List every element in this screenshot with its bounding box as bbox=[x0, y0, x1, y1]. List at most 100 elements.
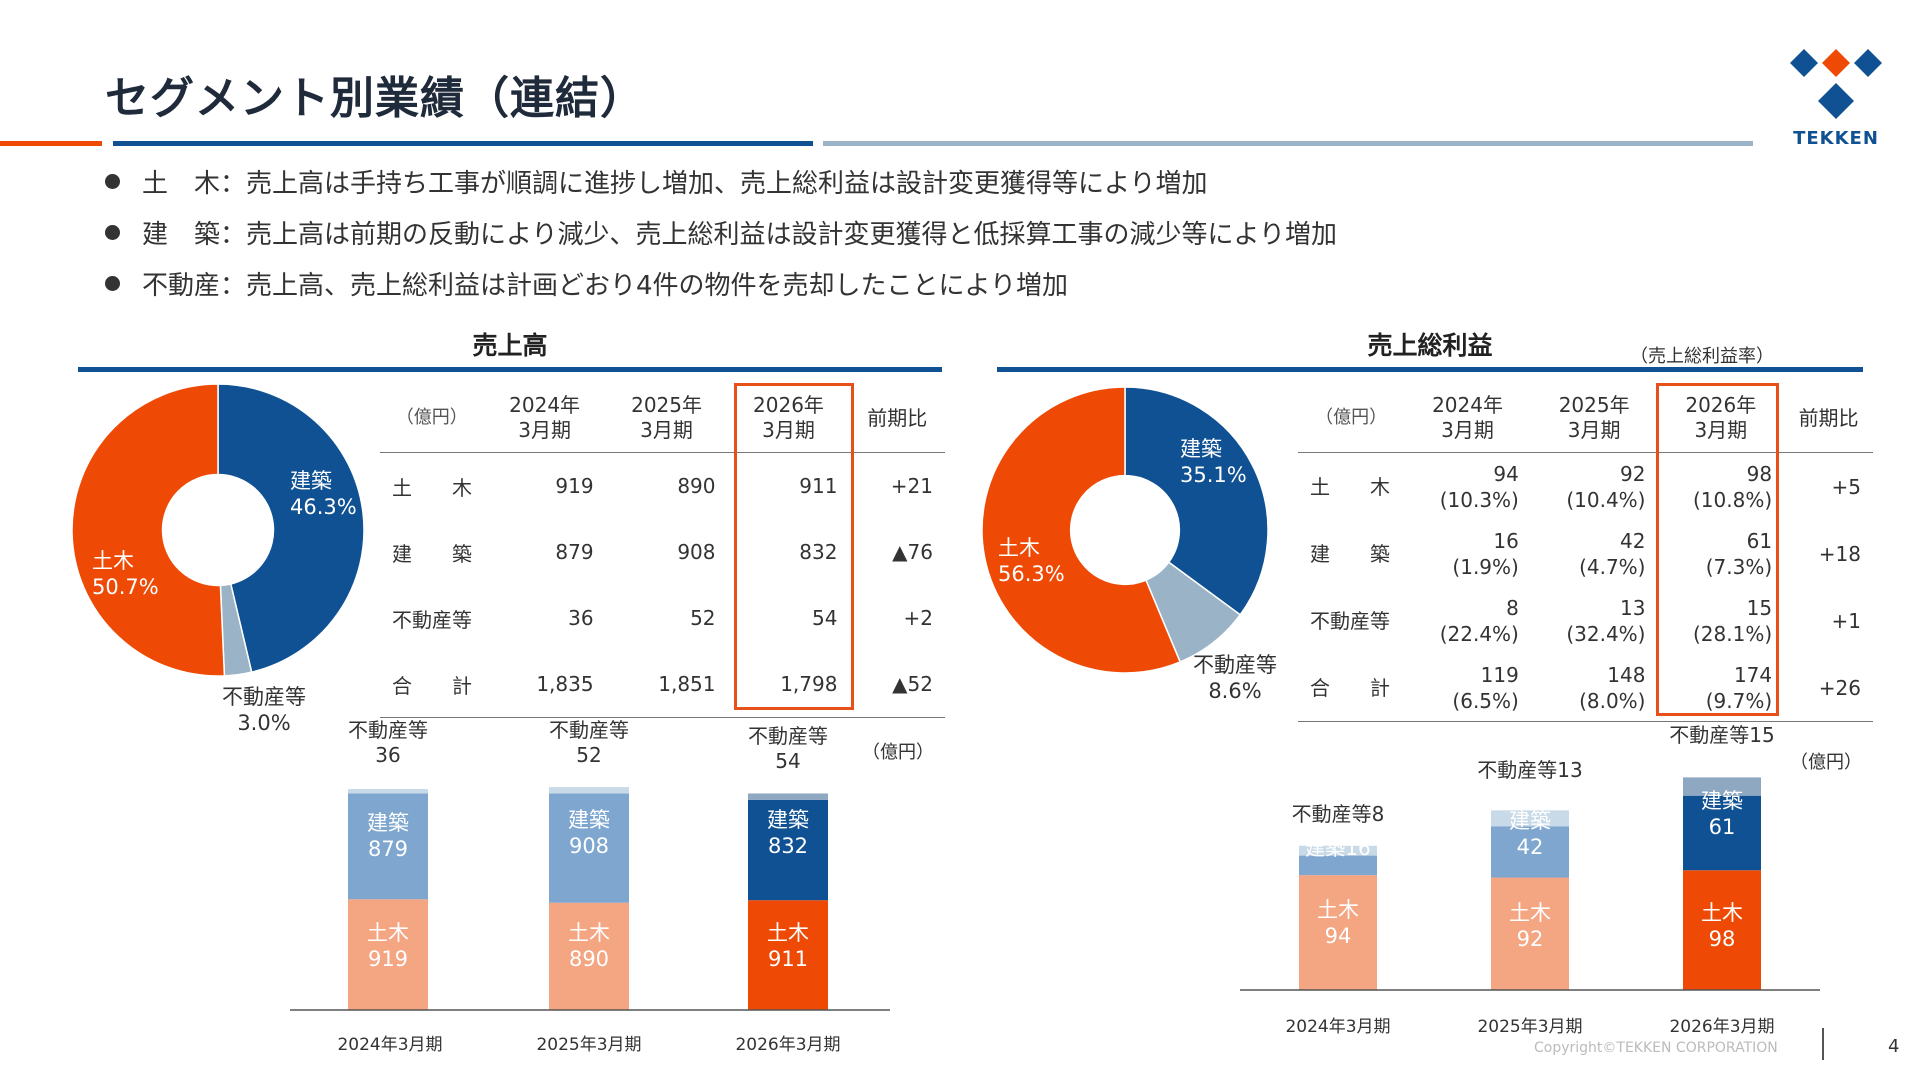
sales-donut-label-fudosan: 不動産等 3.0% bbox=[222, 685, 306, 736]
page-title: セグメント別業績（連結） bbox=[105, 73, 645, 124]
gross-highlight-2026 bbox=[1656, 383, 1779, 716]
header-bar-navy bbox=[113, 141, 813, 146]
gross-bar-0-seg-0 bbox=[1299, 875, 1377, 990]
row-label: 不動産等 bbox=[1310, 608, 1390, 633]
cell: 148 (8.0%) bbox=[1530, 654, 1658, 722]
sales-bar-seg-label: 土木 911 bbox=[767, 921, 809, 972]
cell: 911 bbox=[799, 474, 838, 498]
company-logo bbox=[1786, 45, 1886, 125]
sales-bar-0-seg-1 bbox=[348, 793, 428, 900]
gross-bar-1-seg-1 bbox=[1491, 826, 1569, 878]
cell: ▲52 bbox=[849, 651, 945, 718]
sales-bar-chart bbox=[290, 787, 890, 1011]
cell: 36 bbox=[568, 606, 594, 630]
gross-bar-x-label: 2026年3月期 bbox=[1669, 1017, 1775, 1037]
sales-table-header: 前期比 bbox=[849, 384, 945, 453]
gross-donut-slice-0 bbox=[1124, 386, 1269, 616]
header-bar-orange bbox=[0, 141, 102, 146]
table-row: 合 計 1,835 1,851 1,798 ▲52 bbox=[380, 651, 945, 718]
sales-donut-slice-2 bbox=[71, 383, 226, 677]
sales-bar-0-seg-0 bbox=[348, 899, 428, 1010]
sales-donut-slice-0 bbox=[217, 383, 365, 673]
sales-bar-top-label: 不動産等 54 bbox=[748, 724, 828, 773]
table-row: 建 築 16 (1.9%) 42 (4.7%) 61 (7.3%) +18 bbox=[1298, 520, 1873, 587]
gross-bar-seg-label: 建築16 bbox=[1305, 836, 1371, 860]
sales-bar-seg-label: 建築 908 bbox=[568, 808, 610, 859]
gross-bar-seg-label: 土木 98 bbox=[1701, 901, 1743, 952]
gross-table-header: 2024年 3月期 bbox=[1404, 384, 1531, 453]
sales-table: （億円） 2024年 3月期 2025年 3月期 2026年 3月期 前期比 土… bbox=[380, 384, 945, 718]
sales-bar-1-seg-0 bbox=[549, 902, 629, 1010]
sales-donut-label-kenchiku: 建築 46.3% bbox=[290, 469, 357, 520]
gross-donut-chart bbox=[981, 386, 1269, 674]
cell: 92 (10.4%) bbox=[1566, 461, 1646, 512]
header-bar-gray bbox=[823, 141, 1753, 146]
cell: 8 (22.4%) bbox=[1439, 595, 1519, 646]
sales-bar-top-label: 不動産等 52 bbox=[549, 718, 629, 767]
gross-donut-slice-2 bbox=[981, 386, 1182, 674]
gross-rate-note: （売上総利益率） bbox=[1630, 346, 1774, 367]
sales-table-header: 2026年 3月期 bbox=[727, 384, 850, 453]
cell: +5 bbox=[1831, 474, 1861, 499]
cell: 94 (10.3%) bbox=[1439, 461, 1519, 512]
gross-bar-x-label: 2025年3月期 bbox=[1477, 1017, 1583, 1037]
row-label: 不動産等 bbox=[392, 607, 472, 632]
sales-bar-0-seg-2 bbox=[348, 789, 428, 794]
gross-donut-label-fudosan: 不動産等 8.6% bbox=[1193, 653, 1277, 704]
row-label: 土 木 bbox=[392, 475, 472, 500]
sales-bar-x-label: 2026年3月期 bbox=[735, 1035, 841, 1055]
gross-table-header: 2026年 3月期 bbox=[1657, 384, 1785, 453]
gross-bar-seg-label: 土木 94 bbox=[1317, 898, 1359, 949]
sales-donut-label-doboku: 土木 50.7% bbox=[92, 549, 159, 600]
gross-bar-1-seg-2 bbox=[1491, 810, 1569, 827]
logo-text: TEKKEN bbox=[1793, 128, 1879, 149]
cell: +1 bbox=[1831, 608, 1861, 633]
cell: +18 bbox=[1818, 541, 1861, 566]
gross-table-header: 2025年 3月期 bbox=[1530, 384, 1658, 453]
gross-bar-top-label: 不動産等15 bbox=[1669, 723, 1775, 747]
cell: 174 (9.7%) bbox=[1657, 654, 1785, 722]
cell: 54 bbox=[812, 606, 838, 630]
cell: +2 bbox=[903, 606, 933, 630]
sales-bar-2-seg-1 bbox=[748, 799, 828, 901]
sales-table-unit: （億円） bbox=[380, 384, 484, 453]
table-row: 土 木 94 (10.3%) 92 (10.4%) 98 (10.8%) +5 bbox=[1298, 453, 1873, 521]
cell: 61 (7.3%) bbox=[1705, 528, 1773, 579]
gross-bar-2-seg-2 bbox=[1683, 777, 1761, 796]
sales-bar-2-seg-2 bbox=[748, 793, 828, 800]
tekken-logo-icon bbox=[1790, 49, 1882, 119]
cell: 13 (32.4%) bbox=[1566, 595, 1646, 646]
bullet-fudosan: 不動産：売上高、売上総利益は計画どおり4件の物件を売却したことにより増加 bbox=[105, 265, 1068, 302]
bullet-dot-icon bbox=[105, 225, 120, 240]
sales-donut-chart bbox=[71, 383, 365, 677]
bullet-dot-icon bbox=[105, 174, 120, 189]
gross-section-line bbox=[997, 367, 1863, 372]
gross-bar-chart bbox=[1240, 777, 1820, 991]
gross-donut-label-doboku: 土木 56.3% bbox=[998, 536, 1065, 587]
sales-section-title: 売上高 bbox=[472, 331, 548, 360]
gross-bar-seg-label: 建築 61 bbox=[1701, 789, 1743, 840]
table-row: 土 木 919 890 911 +21 bbox=[380, 453, 945, 520]
sales-bar-1-seg-2 bbox=[549, 787, 629, 794]
gross-bar-x-label: 2024年3月期 bbox=[1285, 1017, 1391, 1037]
cell: 1,798 bbox=[727, 651, 850, 718]
footer-divider bbox=[1822, 1028, 1824, 1060]
sales-highlight-2026 bbox=[734, 383, 854, 710]
cell: 908 bbox=[677, 540, 716, 564]
gross-bar-seg-label: 土木 92 bbox=[1509, 901, 1551, 952]
bullet-dot-icon bbox=[105, 276, 120, 291]
table-row: 不動産等 8 (22.4%) 13 (32.4%) 15 (28.1%) +1 bbox=[1298, 587, 1873, 654]
cell: 16 (1.9%) bbox=[1452, 528, 1519, 579]
gross-bar-seg-label: 建築 42 bbox=[1509, 809, 1551, 860]
gross-bar-2-seg-0 bbox=[1683, 870, 1761, 990]
table-row: 不動産等 36 52 54 +2 bbox=[380, 585, 945, 651]
gross-bar-0-seg-1 bbox=[1299, 855, 1377, 876]
cell: 919 bbox=[555, 474, 594, 498]
sales-bar-seg-label: 土木 919 bbox=[367, 921, 409, 972]
cell: 98 (10.8%) bbox=[1692, 461, 1773, 512]
table-row: 建 築 879 908 832 ▲76 bbox=[380, 519, 945, 585]
cell: +26 bbox=[1784, 654, 1873, 722]
sales-bar-seg-label: 建築 879 bbox=[367, 811, 409, 862]
cell: ▲76 bbox=[892, 540, 933, 564]
sales-bar-x-label: 2024年3月期 bbox=[337, 1035, 443, 1055]
